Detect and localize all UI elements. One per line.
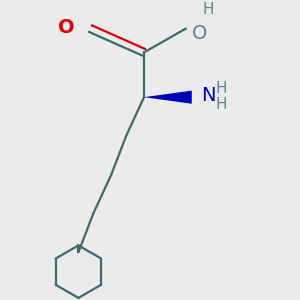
Polygon shape bbox=[144, 91, 192, 104]
Text: H: H bbox=[202, 2, 214, 17]
Text: H: H bbox=[216, 97, 227, 112]
Text: H: H bbox=[216, 81, 227, 96]
Text: O: O bbox=[58, 18, 75, 37]
Text: O: O bbox=[191, 23, 207, 43]
Text: N: N bbox=[201, 86, 215, 105]
